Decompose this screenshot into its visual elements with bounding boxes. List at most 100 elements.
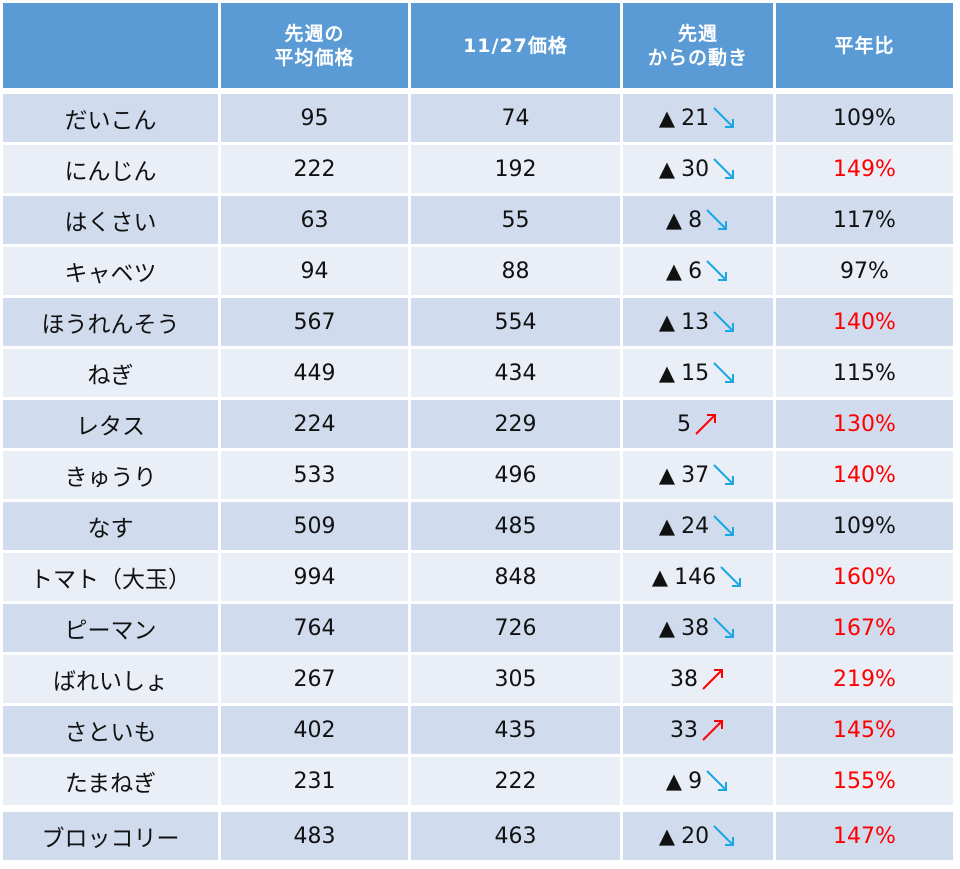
item-name: にんじん (64, 159, 157, 185)
item-name: たまねぎ (64, 771, 157, 797)
arrow-down-right-icon (711, 309, 737, 335)
ratio-value: 140% (833, 462, 896, 488)
change-cell: ▲ 20 (623, 812, 773, 860)
item-name: キャベツ (64, 261, 157, 287)
change-cell: ▲ 37 (623, 451, 773, 499)
ratio-cell: 140% (776, 298, 953, 346)
change-value: 30 (681, 156, 710, 182)
ratio-value: 109% (833, 513, 896, 539)
ratio-value: 145% (833, 717, 896, 743)
item-name-cell: ねぎ (3, 349, 218, 397)
header-cell-item (3, 3, 218, 88)
table-row: はくさい 63 55 ▲ 8 117% (3, 196, 953, 244)
vegetable-price-table: 先週の 平均価格 11/27価格 先週 からの動き 平年比 だいこん 95 74 ▲ 2… (3, 3, 953, 863)
ratio-value: 147% (833, 823, 896, 849)
arrow-down-right-icon (711, 615, 737, 641)
arrow-down-right-icon (718, 564, 744, 590)
prev-avg-cell: 402 (221, 706, 408, 754)
arrow-down-right-icon (704, 258, 730, 284)
item-name-cell: きゅうり (3, 451, 218, 499)
ratio-cell: 147% (776, 812, 953, 860)
price-value: 434 (494, 360, 537, 386)
price-value: 554 (494, 309, 537, 335)
prev-avg-value: 95 (300, 105, 329, 131)
header-label: 11/27価格 (463, 34, 568, 57)
prev-avg-cell: 267 (221, 655, 408, 703)
change-cell: 38 (623, 655, 773, 703)
prev-avg-value: 231 (293, 768, 336, 794)
ratio-value: 149% (833, 156, 896, 182)
arrow-down-right-icon (704, 207, 730, 233)
change-value: 5 (677, 411, 691, 437)
prev-avg-value: 402 (293, 717, 336, 743)
decrease-triangle-icon: ▲ (658, 616, 676, 640)
table-row: ほうれんそう 567 554 ▲ 13 140% (3, 298, 953, 346)
price-cell: 463 (411, 812, 620, 860)
change-cell: ▲ 15 (623, 349, 773, 397)
change-value: 20 (681, 823, 710, 849)
prev-avg-cell: 231 (221, 757, 408, 805)
ratio-cell: 130% (776, 400, 953, 448)
header-label: からの動き (647, 46, 748, 69)
ratio-cell: 117% (776, 196, 953, 244)
price-value: 222 (494, 768, 537, 794)
table-row: にんじん 222 192 ▲ 30 149% (3, 145, 953, 193)
item-name-cell: なす (3, 502, 218, 550)
change-value: 13 (681, 309, 710, 335)
change-cell: ▲ 13 (623, 298, 773, 346)
item-name-cell: たまねぎ (3, 757, 218, 805)
table-row: ピーマン 764 726 ▲ 38 167% (3, 604, 953, 652)
prev-avg-cell: 63 (221, 196, 408, 244)
ratio-value: 155% (833, 768, 896, 794)
prev-avg-value: 509 (293, 513, 336, 539)
prev-avg-value: 63 (300, 207, 329, 233)
item-name-cell: キャベツ (3, 247, 218, 295)
item-name: ピーマン (64, 618, 157, 644)
ratio-value: 140% (833, 309, 896, 335)
arrow-down-right-icon (711, 462, 737, 488)
table-row: ねぎ 449 434 ▲ 15 115% (3, 349, 953, 397)
arrow-down-right-icon (711, 360, 737, 386)
item-name-cell: トマト（大玉） (3, 553, 218, 601)
item-name: ばれいしょ (53, 669, 168, 695)
change-cell: ▲ 9 (623, 757, 773, 805)
arrow-down-right-icon (711, 105, 737, 131)
price-cell: 848 (411, 553, 620, 601)
ratio-cell: 109% (776, 502, 953, 550)
prev-avg-cell: 224 (221, 400, 408, 448)
table-row: トマト（大玉） 994 848 ▲ 146 160% (3, 553, 953, 601)
header-label: 先週 (677, 22, 718, 45)
table-row: だいこん 95 74 ▲ 21 109% (3, 94, 953, 142)
table-body: だいこん 95 74 ▲ 21 109% にんじん 222 192 ▲ 30 149% はくさい 63 55… (3, 94, 953, 860)
prev-avg-cell: 764 (221, 604, 408, 652)
item-name-cell: はくさい (3, 196, 218, 244)
price-cell: 222 (411, 757, 620, 805)
change-value: 38 (670, 666, 698, 692)
prev-avg-value: 222 (293, 156, 336, 182)
item-name: きゅうり (64, 465, 157, 491)
item-name-cell: だいこん (3, 94, 218, 142)
item-name: はくさい (64, 210, 157, 236)
ratio-cell: 140% (776, 451, 953, 499)
header-cell-current-price: 11/27価格 (411, 3, 620, 88)
price-value: 848 (494, 564, 537, 590)
table-row: さといも 402 435 33 145% (3, 706, 953, 754)
prev-avg-value: 764 (293, 615, 336, 641)
prev-avg-cell: 567 (221, 298, 408, 346)
arrow-up-right-icon (693, 411, 719, 437)
decrease-triangle-icon: ▲ (658, 157, 676, 181)
change-value: 21 (681, 105, 710, 131)
price-cell: 726 (411, 604, 620, 652)
ratio-cell: 219% (776, 655, 953, 703)
table-header-row: 先週の 平均価格 11/27価格 先週 からの動き 平年比 (3, 3, 953, 88)
change-cell: ▲ 6 (623, 247, 773, 295)
price-cell: 496 (411, 451, 620, 499)
ratio-value: 219% (833, 666, 896, 692)
prev-avg-cell: 222 (221, 145, 408, 193)
price-value: 55 (501, 207, 530, 233)
prev-avg-cell: 533 (221, 451, 408, 499)
change-cell: 33 (623, 706, 773, 754)
change-value: 33 (670, 717, 698, 743)
price-cell: 434 (411, 349, 620, 397)
ratio-cell: 115% (776, 349, 953, 397)
